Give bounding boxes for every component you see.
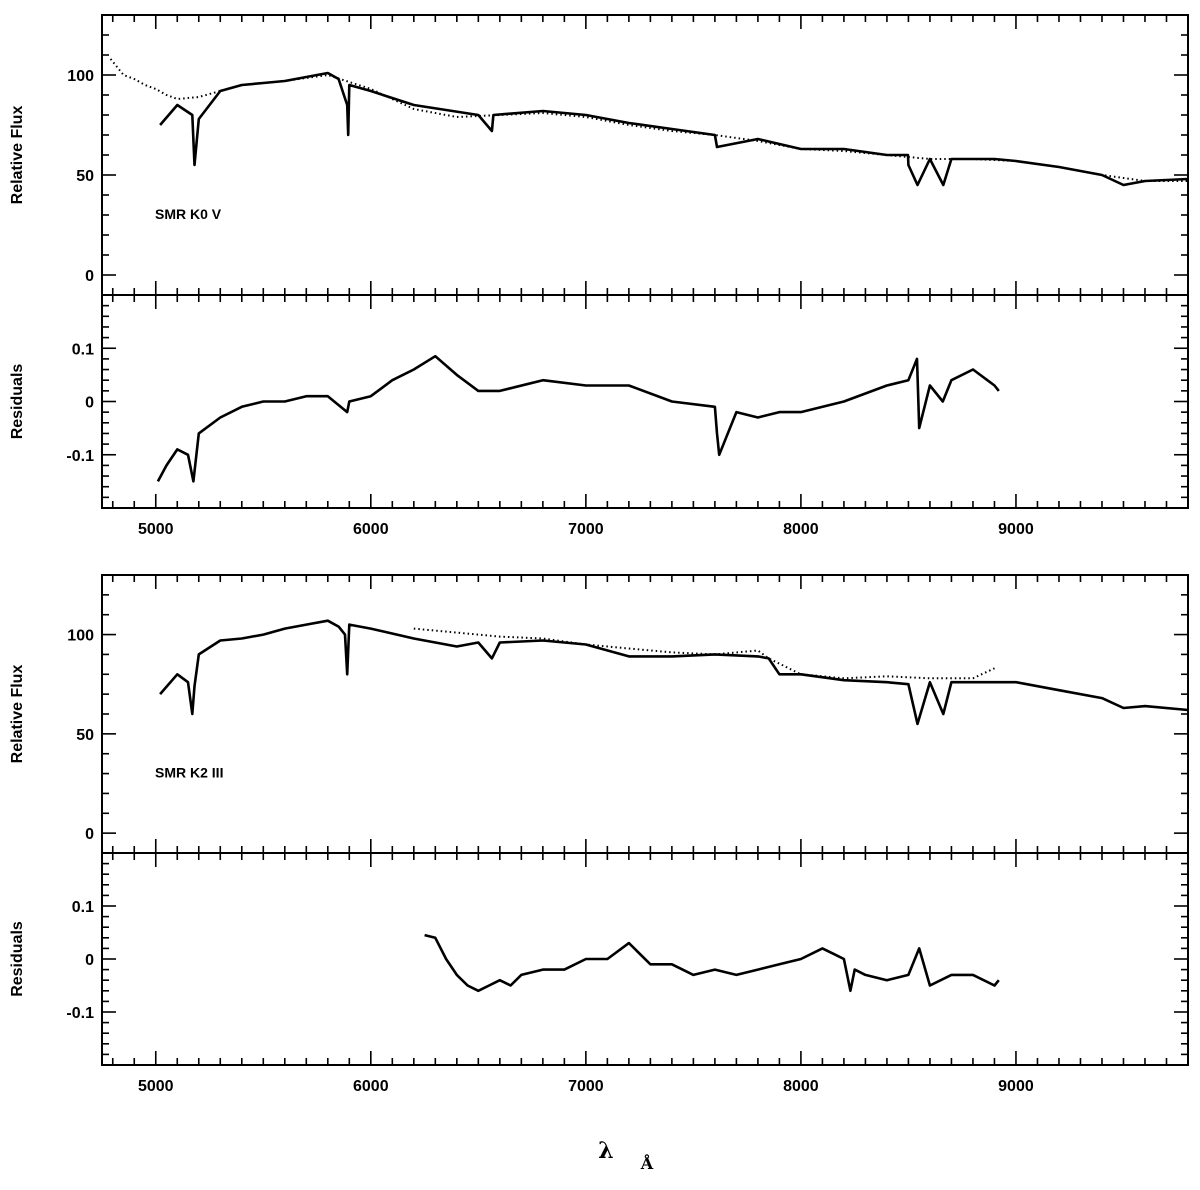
top-flux-series-solid <box>159 71 1189 187</box>
bottom-residuals-xtick-label: 9000 <box>998 1078 1034 1095</box>
top-residuals-ytick-label: 0 <box>85 395 94 412</box>
bottom-residuals-y-axis-label: Residuals <box>9 921 26 997</box>
top-residuals-xtick-label: 5000 <box>138 521 174 538</box>
bottom-residuals-ytick-label: 0 <box>85 952 94 969</box>
x-axis-unit: Å <box>640 1152 654 1173</box>
top-flux-frame <box>101 14 1189 296</box>
bottom-flux-series-solid <box>159 619 1189 726</box>
top-flux-annotation: SMR K0 V <box>155 206 222 222</box>
top-residuals-series-solid <box>156 354 1000 483</box>
top-flux-ytick-label: 50 <box>76 168 94 185</box>
bottom-residuals-xtick-label: 8000 <box>783 1078 819 1095</box>
bottom-residuals-xtick-label: 7000 <box>568 1078 604 1095</box>
top-flux-ytick-label: 100 <box>67 68 94 85</box>
bottom-flux-annotation: SMR K2 III <box>155 765 223 781</box>
top-flux-ytick-label: 0 <box>85 268 94 285</box>
top-flux-y-axis-label: Relative Flux <box>9 106 26 205</box>
bottom-residuals-xtick-label: 6000 <box>353 1078 389 1095</box>
top-residuals-xtick-label: 9000 <box>998 521 1034 538</box>
bottom-flux-ytick-label: 100 <box>67 628 94 645</box>
top-flux-series-dotted <box>109 58 1188 182</box>
x-axis-label: λ <box>598 1138 613 1164</box>
bottom-flux-series-dotted <box>413 627 995 680</box>
bottom-flux-frame <box>101 574 1189 854</box>
bottom-residuals-xtick-label: 5000 <box>138 1078 174 1095</box>
top-residuals-xtick-label: 8000 <box>783 521 819 538</box>
bottom-flux-y-axis-label: Relative Flux <box>9 665 26 764</box>
bottom-residuals-series-solid <box>424 933 1000 993</box>
top-residuals-ytick-label: -0.1 <box>66 448 94 465</box>
top-residuals-y-axis-label: Residuals <box>9 364 26 440</box>
top-residuals-xtick-label: 6000 <box>353 521 389 538</box>
bottom-residuals-ytick-label: -0.1 <box>66 1005 94 1022</box>
bottom-flux-ytick-label: 50 <box>76 727 94 744</box>
bottom-residuals-ytick-label: 0.1 <box>72 899 94 916</box>
top-residuals-xtick-label: 7000 <box>568 521 604 538</box>
top-residuals-ytick-label: 0.1 <box>72 341 94 358</box>
bottom-flux-ytick-label: 0 <box>85 826 94 843</box>
